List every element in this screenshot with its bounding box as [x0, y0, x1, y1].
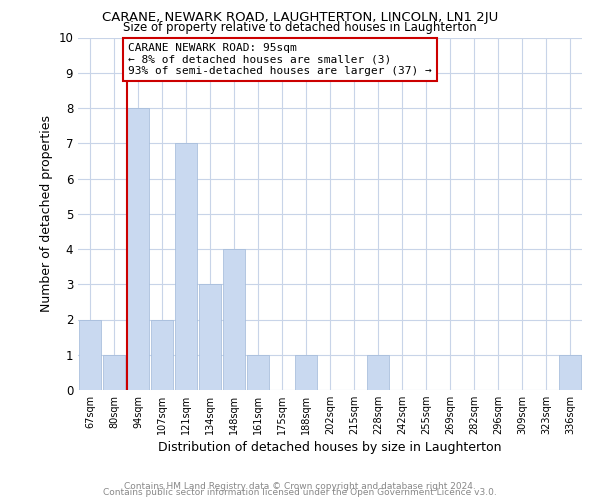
- Bar: [559, 355, 581, 390]
- Text: CARANE, NEWARK ROAD, LAUGHTERTON, LINCOLN, LN1 2JU: CARANE, NEWARK ROAD, LAUGHTERTON, LINCOL…: [102, 11, 498, 24]
- Bar: [79, 320, 101, 390]
- Text: Contains public sector information licensed under the Open Government Licence v3: Contains public sector information licen…: [103, 488, 497, 497]
- Text: Contains HM Land Registry data © Crown copyright and database right 2024.: Contains HM Land Registry data © Crown c…: [124, 482, 476, 491]
- Bar: [151, 320, 173, 390]
- Text: Size of property relative to detached houses in Laughterton: Size of property relative to detached ho…: [123, 21, 477, 34]
- Bar: [223, 249, 245, 390]
- Bar: [127, 108, 149, 390]
- Bar: [367, 355, 389, 390]
- Bar: [295, 355, 317, 390]
- Y-axis label: Number of detached properties: Number of detached properties: [40, 116, 53, 312]
- Bar: [103, 355, 125, 390]
- Text: CARANE NEWARK ROAD: 95sqm
← 8% of detached houses are smaller (3)
93% of semi-de: CARANE NEWARK ROAD: 95sqm ← 8% of detach…: [128, 43, 432, 76]
- Bar: [199, 284, 221, 390]
- Bar: [247, 355, 269, 390]
- X-axis label: Distribution of detached houses by size in Laughterton: Distribution of detached houses by size …: [158, 442, 502, 454]
- Bar: [175, 143, 197, 390]
